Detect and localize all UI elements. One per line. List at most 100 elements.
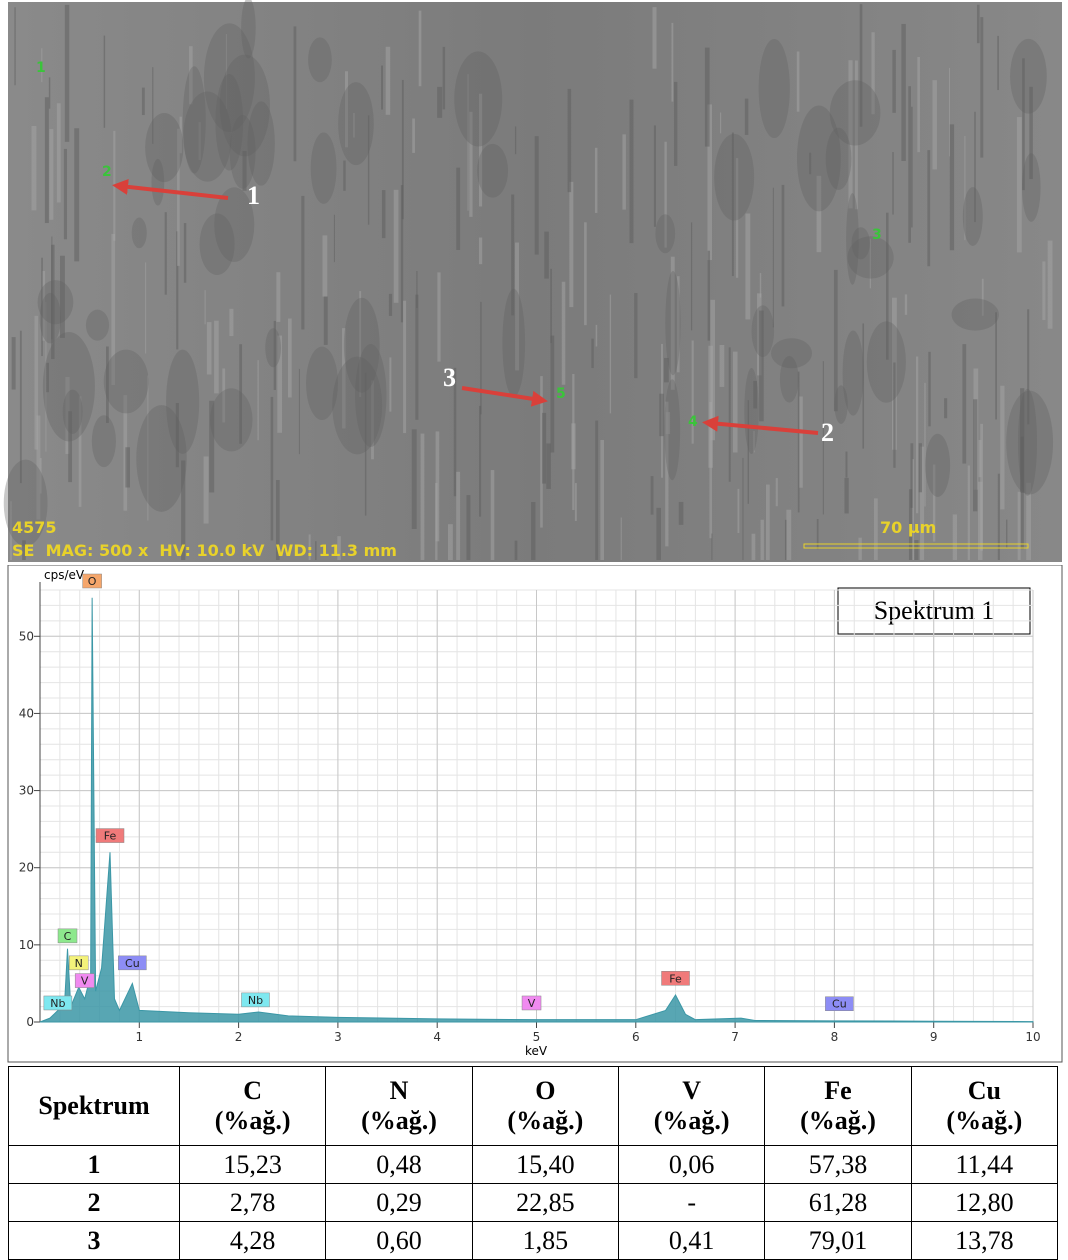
sem-texture: [911, 106, 913, 228]
sem-texture: [910, 443, 914, 508]
sem-texture: [995, 312, 997, 420]
sem-texture: [567, 88, 572, 193]
sem-texture: [105, 346, 109, 423]
sem-texture: [152, 67, 154, 144]
header-cell: N (%ağ.): [325, 1066, 473, 1146]
sem-texture: [980, 17, 984, 158]
sem-texture: [308, 534, 311, 560]
sem-texture: [229, 308, 234, 337]
x-tick-label: 1: [135, 1030, 143, 1044]
sem-texture: [796, 51, 800, 112]
point-label: 2: [102, 164, 112, 180]
sem-texture: [690, 222, 693, 331]
header-cell: Cu (%ağ.): [910, 1066, 1059, 1146]
x-axis-label: keV: [525, 1044, 548, 1058]
sem-texture: [333, 214, 335, 263]
x-tick-label: 7: [731, 1030, 739, 1044]
sem-info: SE MAG: 500 x HV: 10.0 kV WD: 11.3 mm: [12, 541, 397, 560]
sem-texture: [225, 33, 228, 110]
sem-texture: [1006, 390, 1054, 495]
peak-label-box: [74, 973, 95, 988]
sem-texture: [977, 481, 983, 560]
sem-texture: [490, 470, 495, 560]
sem-texture: [60, 255, 65, 338]
sem-texture: [759, 310, 764, 422]
sem-texture: [308, 37, 332, 83]
sem-texture: [719, 344, 725, 387]
sem-texture: [49, 129, 54, 220]
sem-texture: [973, 399, 978, 512]
sem-texture: [833, 269, 838, 412]
header-cell: Spektrum: [8, 1066, 180, 1146]
sem-texture: [634, 293, 638, 379]
sem-texture: [206, 322, 212, 375]
sem-texture: [747, 400, 750, 504]
sem-texture: [997, 35, 999, 91]
sem-texture: [622, 134, 626, 210]
sem-texture: [147, 375, 149, 521]
sem-texture: [177, 128, 180, 266]
sem-image: 1 2 3 4 5 1 2 3 4575 SE MAG: 500 x HV: 1…: [3, 0, 1062, 562]
table-row: 1 15,23 0,48 15,40 0,06 57,38 11,44: [8, 1145, 1059, 1184]
sem-texture: [732, 351, 738, 453]
sem-texture: [871, 32, 875, 115]
sem-texture: [629, 99, 634, 244]
peak-label: Cu: [832, 998, 847, 1011]
header-element: C: [243, 1076, 263, 1105]
sem-texture: [103, 349, 149, 414]
sem-texture: [829, 80, 881, 146]
table-cell: 0,41: [617, 1221, 766, 1260]
sem-texture: [403, 300, 407, 434]
sem-texture: [751, 533, 756, 560]
chart-frame: [7, 565, 1063, 1063]
sem-texture: [952, 514, 958, 560]
header-element: Cu: [967, 1076, 1001, 1105]
table-cell: 11,44: [910, 1145, 1059, 1184]
peak-label-box: [57, 928, 78, 944]
sem-texture: [751, 305, 775, 357]
sem-texture: [51, 236, 53, 340]
header-element: O: [535, 1076, 556, 1105]
sem-texture: [771, 338, 813, 369]
sem-texture: [332, 356, 383, 455]
table-cell: 1,85: [471, 1221, 619, 1260]
sem-texture: [514, 126, 517, 155]
x-tick-label: 6: [632, 1030, 640, 1044]
sem-texture: [359, 291, 362, 398]
peak-label: Fe: [104, 830, 117, 843]
sem-texture: [976, 4, 980, 44]
x-tick-label: 4: [433, 1030, 441, 1044]
sem-texture: [848, 60, 853, 209]
header-unit: (%ağ.): [946, 1106, 1023, 1135]
sem-texture: [479, 93, 483, 207]
sem-texture: [816, 175, 822, 253]
sem-texture: [915, 356, 919, 514]
arrow-label: 1: [247, 181, 260, 210]
sem-texture: [411, 429, 417, 530]
sem-texture: [874, 498, 878, 560]
y-tick-label: 0: [26, 1015, 34, 1029]
header-unit: (%ağ.): [653, 1106, 730, 1135]
sem-texture: [1029, 86, 1033, 180]
sem-texture: [63, 148, 68, 240]
peak-label: Nb: [248, 994, 263, 1007]
sem-texture: [600, 439, 605, 560]
point-label: 1: [36, 60, 46, 76]
sem-texture: [652, 7, 657, 69]
sem-texture: [951, 298, 999, 331]
x-tick-label: 3: [334, 1030, 342, 1044]
table-cell: 2,78: [178, 1183, 327, 1222]
sem-texture: [928, 351, 931, 427]
sem-texture: [198, 122, 201, 160]
sem-texture: [691, 340, 694, 444]
y-axis-label: cps/eV: [44, 568, 85, 582]
sem-texture: [847, 236, 894, 279]
sem-texture: [964, 135, 966, 241]
sem-texture: [145, 112, 184, 183]
sem-texture: [779, 355, 799, 403]
header-unit: (%ağ.): [214, 1106, 291, 1135]
sem-texture: [277, 335, 283, 433]
table-cell: 3: [8, 1221, 180, 1260]
sem-texture: [435, 431, 440, 542]
